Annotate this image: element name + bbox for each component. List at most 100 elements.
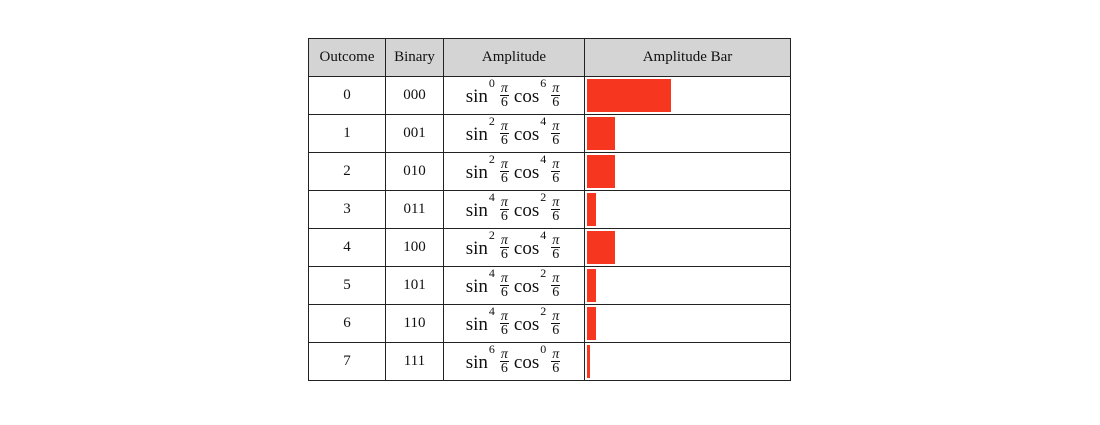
cos-label: cos xyxy=(513,162,540,183)
sin-term: sin4 xyxy=(466,190,495,222)
header-outcome: Outcome xyxy=(308,38,386,77)
amplitude-bar-track xyxy=(585,153,790,190)
amplitude-formula: sin4 π 6 cos2 π 6 xyxy=(466,190,563,224)
cos-exponent: 4 xyxy=(540,114,547,128)
cos-label: cos xyxy=(513,238,540,259)
cos-term: cos2 xyxy=(513,304,546,336)
cos-label: cos xyxy=(513,276,540,297)
fraction-denominator: 6 xyxy=(500,247,508,262)
sin-label: sin xyxy=(465,86,488,107)
amplitude-bar xyxy=(587,307,596,340)
fraction-numerator: π xyxy=(499,119,509,134)
amplitude-formula: sin4 π 6 cos2 π 6 xyxy=(465,304,563,338)
sin-exponent: 2 xyxy=(488,228,495,242)
amplitude-bar-track xyxy=(585,229,790,266)
amplitude-bar-cell xyxy=(584,76,791,115)
amplitude-bar-cell xyxy=(584,342,791,381)
sin-exponent: 4 xyxy=(488,190,495,204)
cos-term: cos4 xyxy=(513,228,546,260)
amplitude-bar-track xyxy=(585,267,790,304)
amplitude-formula: sin0 π 6 cos6 π 6 xyxy=(465,76,563,110)
fraction-denominator: 6 xyxy=(552,361,560,376)
amplitude-bar-cell xyxy=(584,190,791,229)
fraction-numerator: π xyxy=(499,157,509,172)
amplitude-bar-cell xyxy=(584,266,791,305)
cos-term: cos0 xyxy=(514,342,546,374)
amplitude-bar xyxy=(587,269,596,302)
fraction-denominator: 6 xyxy=(552,209,560,224)
fraction-numerator: π xyxy=(551,271,561,286)
amplitude-formula: sin2 π 6 cos4 π 6 xyxy=(465,152,563,186)
binary-cell: 001 xyxy=(385,114,444,153)
header-amplitude-bar: Amplitude Bar xyxy=(584,38,791,77)
sin-exponent: 0 xyxy=(488,76,495,90)
sin-term: sin4 xyxy=(465,304,495,336)
cos-exponent: 6 xyxy=(540,76,547,90)
table-row: 3 011 sin4 π 6 cos2 π 6 xyxy=(308,190,791,229)
amplitude-bar xyxy=(587,345,590,378)
cos-exponent: 2 xyxy=(540,304,547,318)
amplitude-bar xyxy=(587,155,615,188)
binary-cell: 111 xyxy=(385,342,444,381)
fraction-denominator: 6 xyxy=(500,171,508,186)
amplitude-bar-cell xyxy=(584,228,791,267)
cos-label: cos xyxy=(513,200,540,221)
fraction-numerator: π xyxy=(551,157,561,172)
amplitude-bar-cell xyxy=(584,114,791,153)
table-row: 6 110 sin4 π 6 cos2 π 6 xyxy=(308,304,791,343)
outcome-cell: 2 xyxy=(308,152,386,191)
sin-term: sin2 xyxy=(466,114,495,146)
header-row: Outcome Binary Amplitude Amplitude Bar xyxy=(308,38,791,77)
amplitude-cell: sin2 π 6 cos4 π 6 xyxy=(443,228,585,267)
outcome-cell: 5 xyxy=(308,266,386,305)
sin-exponent: 6 xyxy=(488,342,495,356)
amplitude-bar-track xyxy=(585,305,790,342)
outcome-cell: 4 xyxy=(308,228,386,267)
fraction-numerator: π xyxy=(551,119,561,134)
table-row: 2 010 sin2 π 6 cos4 π 6 xyxy=(308,152,791,191)
amplitude-formula: sin2 π 6 cos4 π 6 xyxy=(466,228,563,262)
fraction-denominator: 6 xyxy=(500,285,508,300)
binary-cell: 101 xyxy=(385,266,444,305)
cos-exponent: 2 xyxy=(540,190,547,204)
outcome-cell: 1 xyxy=(308,114,386,153)
fraction-numerator: π xyxy=(499,81,509,96)
cos-label: cos xyxy=(513,314,540,335)
amplitude-bar xyxy=(587,117,615,150)
fraction-denominator: 6 xyxy=(500,361,508,376)
fraction-denominator: 6 xyxy=(500,209,508,224)
sin-exponent: 4 xyxy=(488,266,495,280)
sin-label: sin xyxy=(465,352,488,373)
sin-label: sin xyxy=(465,314,488,335)
sin-exponent: 4 xyxy=(488,304,495,318)
cos-term: cos2 xyxy=(513,266,546,298)
cos-exponent: 0 xyxy=(540,342,547,356)
amplitude-bar-track xyxy=(585,77,790,114)
amplitude-bar xyxy=(587,79,671,112)
sin-term: sin6 xyxy=(465,342,495,374)
fraction-denominator: 6 xyxy=(500,95,508,110)
amplitude-cell: sin4 π 6 cos2 π 6 xyxy=(443,190,585,229)
fraction-denominator: 6 xyxy=(552,133,560,148)
fraction-denominator: 6 xyxy=(552,171,560,186)
sin-label: sin xyxy=(465,162,488,183)
header-binary: Binary xyxy=(385,38,444,77)
cos-term: cos4 xyxy=(513,152,546,184)
fraction-numerator: π xyxy=(499,347,509,362)
amplitude-cell: sin6 π 6 cos0 π 6 xyxy=(443,342,585,381)
cos-term: cos2 xyxy=(513,190,546,222)
cos-term: cos4 xyxy=(514,114,546,146)
binary-cell: 000 xyxy=(385,76,444,115)
